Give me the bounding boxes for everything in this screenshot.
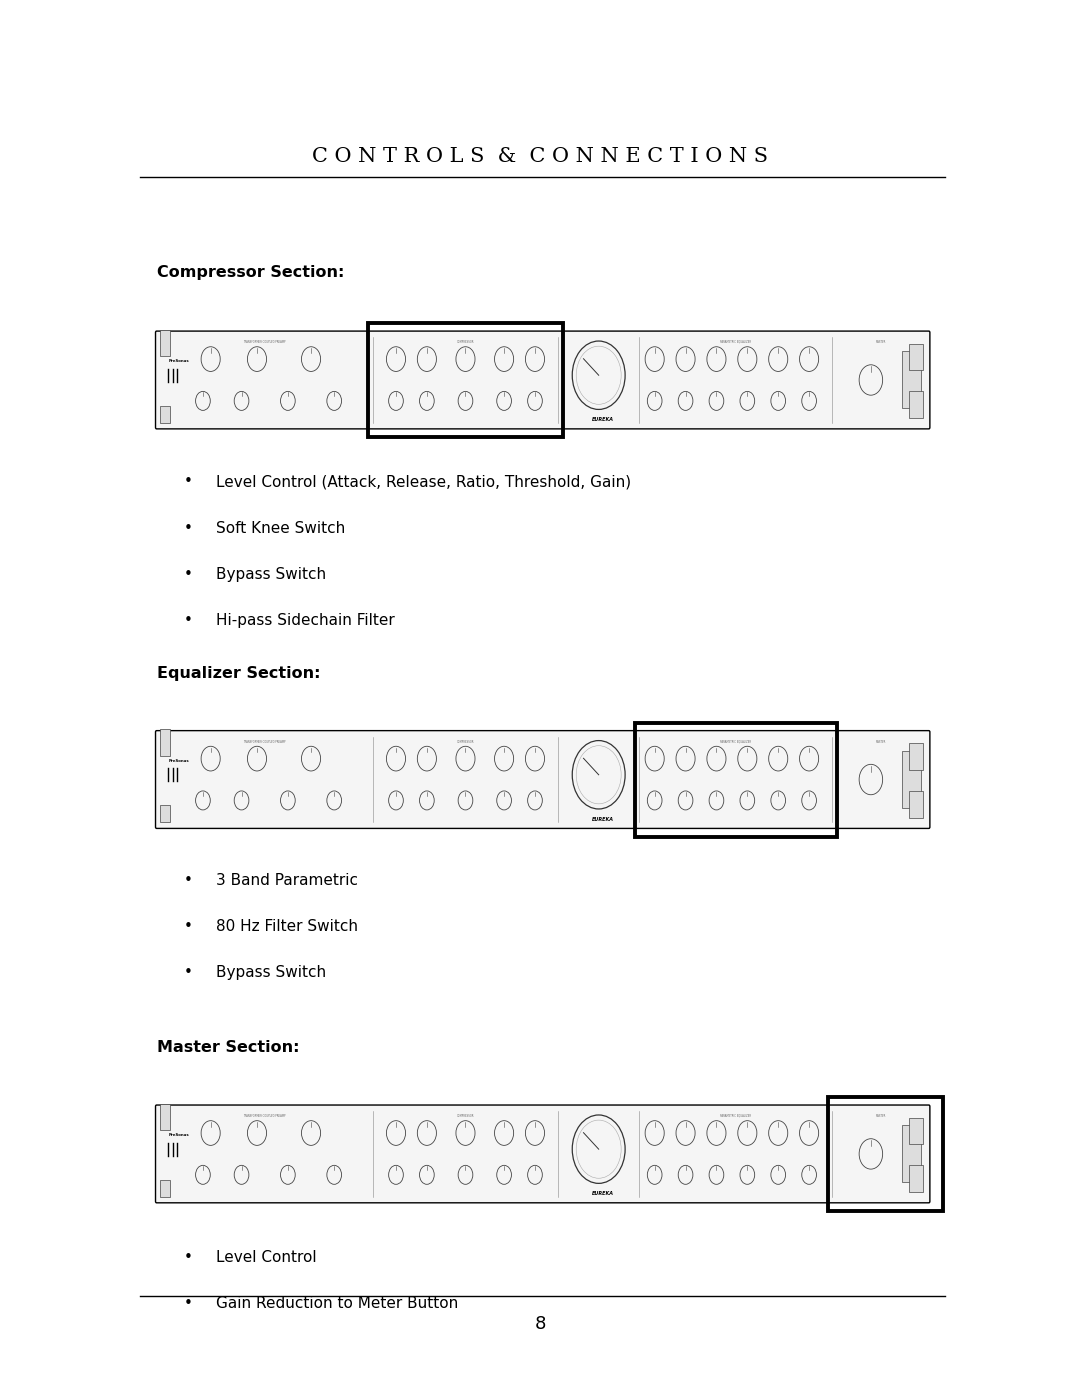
FancyBboxPatch shape xyxy=(156,1105,930,1203)
Bar xyxy=(909,743,923,770)
Text: TRANSFORMER COUPLED PREAMP: TRANSFORMER COUPLED PREAMP xyxy=(243,339,286,344)
Bar xyxy=(635,722,837,837)
Bar xyxy=(161,729,170,756)
Bar xyxy=(902,1126,921,1182)
Text: Level Control: Level Control xyxy=(216,1250,316,1264)
Text: •: • xyxy=(184,919,192,933)
Text: MASTER: MASTER xyxy=(876,1113,886,1118)
Text: 80 Hz Filter Switch: 80 Hz Filter Switch xyxy=(216,919,357,933)
Text: C O N T R O L S  &  C O N N E C T I O N S: C O N T R O L S & C O N N E C T I O N S xyxy=(312,147,768,166)
Bar xyxy=(902,352,921,408)
Text: Gain Reduction to Meter Button: Gain Reduction to Meter Button xyxy=(216,1296,458,1310)
Text: COMPRESSOR: COMPRESSOR xyxy=(457,1113,474,1118)
Bar xyxy=(161,805,170,823)
Text: TRANSFORMER COUPLED PREAMP: TRANSFORMER COUPLED PREAMP xyxy=(243,739,286,743)
Bar xyxy=(909,1118,923,1144)
Text: 3 Band Parametric: 3 Band Parametric xyxy=(216,873,357,887)
FancyBboxPatch shape xyxy=(156,731,930,828)
Text: EUREKA: EUREKA xyxy=(592,1192,613,1196)
Bar xyxy=(368,323,563,437)
Bar xyxy=(161,1179,170,1197)
Bar xyxy=(909,344,923,370)
Bar xyxy=(902,752,921,807)
Bar xyxy=(909,391,923,418)
Text: Soft Knee Switch: Soft Knee Switch xyxy=(216,521,346,535)
FancyBboxPatch shape xyxy=(156,331,930,429)
Text: •: • xyxy=(184,1250,192,1264)
Text: Master Section:: Master Section: xyxy=(157,1041,299,1055)
Text: PARAMETRIC EQUALIZER: PARAMETRIC EQUALIZER xyxy=(720,339,752,344)
Bar xyxy=(161,1104,170,1130)
Text: Hi-pass Sidechain Filter: Hi-pass Sidechain Filter xyxy=(216,613,395,627)
Text: TRANSFORMER COUPLED PREAMP: TRANSFORMER COUPLED PREAMP xyxy=(243,1113,286,1118)
Text: COMPRESSOR: COMPRESSOR xyxy=(457,739,474,743)
Text: •: • xyxy=(184,613,192,627)
Text: •: • xyxy=(184,965,192,979)
Bar xyxy=(909,1165,923,1192)
Text: Compressor Section:: Compressor Section: xyxy=(157,265,343,279)
Text: •: • xyxy=(184,521,192,535)
Text: PARAMETRIC EQUALIZER: PARAMETRIC EQUALIZER xyxy=(720,1113,752,1118)
Text: Equalizer Section:: Equalizer Section: xyxy=(157,666,320,680)
Text: Level Control (Attack, Release, Ratio, Threshold, Gain): Level Control (Attack, Release, Ratio, T… xyxy=(216,475,631,489)
Bar xyxy=(161,405,170,423)
Text: •: • xyxy=(184,873,192,887)
Bar xyxy=(161,330,170,356)
Text: •: • xyxy=(184,567,192,581)
Text: Bypass Switch: Bypass Switch xyxy=(216,965,326,979)
Text: 8: 8 xyxy=(535,1316,545,1333)
Text: EUREKA: EUREKA xyxy=(592,418,613,422)
Text: PreSonus: PreSonus xyxy=(168,759,189,763)
Text: MASTER: MASTER xyxy=(876,739,886,743)
Text: MASTER: MASTER xyxy=(876,339,886,344)
Text: PARAMETRIC EQUALIZER: PARAMETRIC EQUALIZER xyxy=(720,739,752,743)
Text: •: • xyxy=(184,1296,192,1310)
Bar xyxy=(827,1097,943,1211)
Text: COMPRESSOR: COMPRESSOR xyxy=(457,339,474,344)
Bar xyxy=(909,791,923,817)
Text: EUREKA: EUREKA xyxy=(592,817,613,821)
Text: Bypass Switch: Bypass Switch xyxy=(216,567,326,581)
Text: PreSonus: PreSonus xyxy=(168,1133,189,1137)
Text: PreSonus: PreSonus xyxy=(168,359,189,363)
Text: •: • xyxy=(184,475,192,489)
